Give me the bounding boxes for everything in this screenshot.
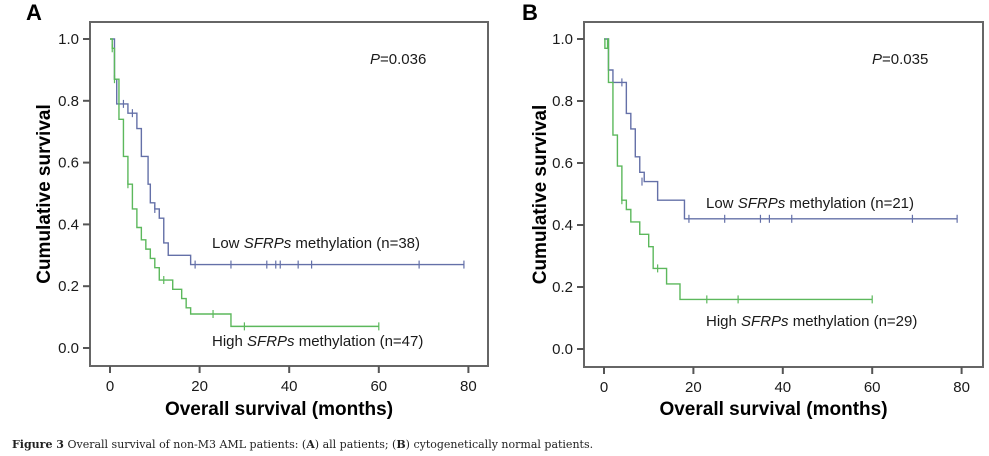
x-tick-label: 60 [370,378,387,395]
x-tick-label: 0 [106,378,114,395]
x-tick-label: 60 [864,379,881,396]
p-value: =0.035 [882,51,928,68]
label-part: methylation (n=21) [785,195,914,212]
caption-panel-a: A [306,438,315,451]
y-tick-label: 0.2 [58,278,79,295]
label-part: Low [706,195,738,212]
panel-b-high-label: High SFRPs methylation (n=29) [706,313,917,330]
panel-a-low-label: Low SFRPs methylation (n=38) [212,235,420,252]
p-label: P [370,51,380,68]
y-tick-label: 0.4 [58,216,79,233]
p-label: P [872,51,882,68]
panel-b-curves [604,38,958,304]
y-tick-label: 0.8 [58,93,79,110]
x-tick-label: 20 [191,378,208,395]
figure-caption: Figure 3 Overall survival of non-M3 AML … [12,438,593,451]
panel-a-curves [110,38,465,331]
survival-curve-low [604,38,958,220]
panel-b-y-axis: 0.0 0.2 0.4 0.6 0.8 1.0 [552,31,584,358]
x-tick-label: 40 [774,379,791,396]
panel-a-x-axis-title: Overall survival (months) [165,399,393,420]
panel-b-p-value: P=0.035 [872,51,928,68]
y-tick-label: 0.8 [552,93,573,110]
label-gene: SFRPs [247,333,295,350]
panel-b-x-axis: 0 20 40 60 80 [600,367,970,396]
caption-text: ) all patients; ( [314,438,397,451]
x-tick-label: 80 [460,378,477,395]
survival-curve-high [604,38,873,301]
y-tick-label: 0.6 [58,155,79,172]
panel-a-p-value: P=0.036 [370,51,426,68]
panel-b-letter: B [522,0,538,25]
y-tick-label: 0.4 [552,217,573,234]
panel-b-y-axis-title: Cumulative survival [530,105,551,285]
p-value: =0.036 [380,51,426,68]
y-tick-label: 1.0 [58,31,79,48]
y-tick-label: 0.0 [552,341,573,358]
survival-curve-high [110,38,379,328]
panel-b-low-label: Low SFRPs methylation (n=21) [706,195,914,212]
label-gene: SFRPs [741,313,789,330]
caption-text: ) cytogenetically normal patients. [405,438,594,451]
label-gene: SFRPs [738,195,786,212]
x-tick-label: 20 [685,379,702,396]
panel-a-y-axis-title: Cumulative survival [34,104,55,284]
panel-b: B 0.0 0.2 0.4 0.6 0.8 1.0 0 20 40 60 80 Cumulativ… [522,0,984,420]
panel-a-letter: A [26,0,42,25]
panel-a-high-label: High SFRPs methylation (n=47) [212,333,423,350]
label-part: methylation (n=38) [291,235,420,252]
label-part: methylation (n=29) [789,313,918,330]
caption-label: Figure 3 [12,438,64,451]
panel-a: A 0.0 0.2 0.4 0.6 0.8 1.0 0 20 40 60 80 Cumulativ… [26,0,489,420]
y-tick-label: 0.6 [552,155,573,172]
label-part: High [706,313,741,330]
figure-canvas: A 0.0 0.2 0.4 0.6 0.8 1.0 0 20 40 60 80 Cumulativ… [26,0,984,420]
x-tick-label: 80 [953,379,970,396]
label-part: methylation (n=47) [295,333,424,350]
survival-curve-low [110,38,464,266]
label-gene: SFRPs [244,235,292,252]
label-part: Low [212,235,244,252]
y-tick-label: 0.2 [552,279,573,296]
caption-text: Overall survival of non-M3 AML patients:… [63,438,307,451]
caption-panel-b: B [396,438,406,451]
y-tick-label: 0.0 [58,340,79,357]
x-tick-label: 0 [600,379,608,396]
label-part: High [212,333,247,350]
panel-a-x-axis: 0 20 40 60 80 [106,366,477,395]
panel-b-x-axis-title: Overall survival (months) [659,399,887,420]
panel-a-y-axis: 0.0 0.2 0.4 0.6 0.8 1.0 [58,31,90,357]
x-tick-label: 40 [281,378,298,395]
y-tick-label: 1.0 [552,31,573,48]
